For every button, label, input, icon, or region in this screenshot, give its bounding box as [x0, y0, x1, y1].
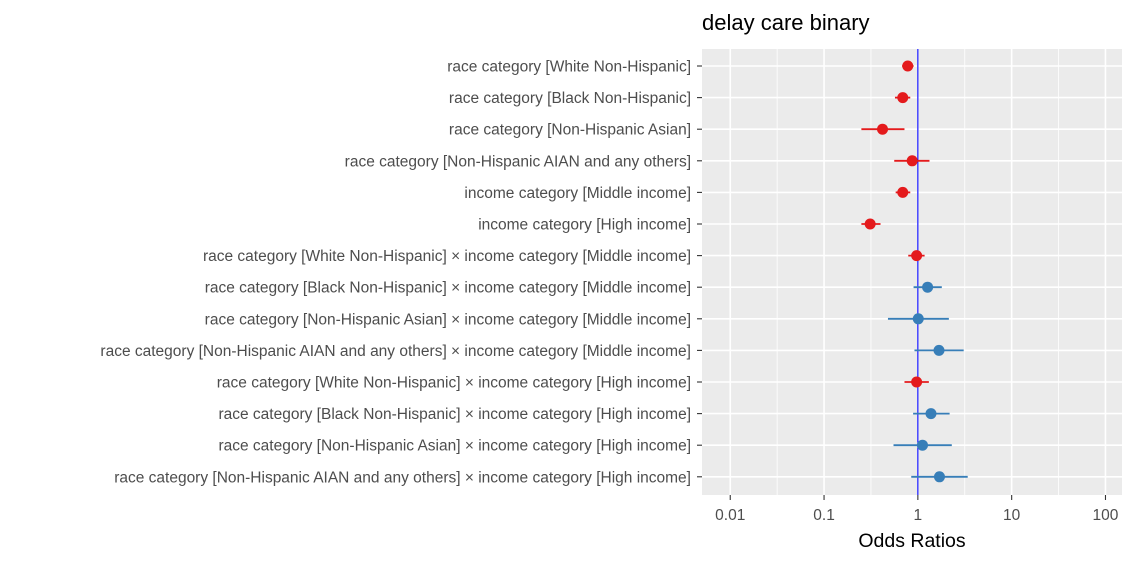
chart-title: delay care binary [702, 10, 870, 35]
estimate-point [911, 250, 923, 262]
estimate-point [933, 471, 945, 483]
estimates [861, 60, 968, 483]
term-label: income category [Middle income] [464, 185, 691, 202]
estimate-point [897, 92, 909, 104]
estimate-point [877, 123, 889, 135]
x-axis-title: Odds Ratios [858, 530, 966, 552]
estimate-point [897, 186, 909, 198]
term-label: race category [Black Non-Hispanic] [449, 90, 691, 107]
estimate-point [925, 408, 937, 420]
term-label: race category [Non-Hispanic Asian] [449, 122, 691, 139]
estimate-point [911, 376, 923, 388]
term-label: race category [Non-Hispanic AIAN and any… [100, 343, 691, 360]
term-label: race category [White Non-Hispanic] [447, 59, 691, 76]
estimate-point [912, 313, 924, 325]
estimate-point [902, 60, 914, 72]
x-tick-label: 100 [1093, 507, 1119, 524]
x-axis-ticks: 0.01 0.1 1 10 100 [715, 495, 1119, 524]
estimate-point [864, 218, 876, 230]
estimate-point [906, 155, 918, 167]
term-label: race category [Black Non-Hispanic] × inc… [205, 280, 691, 297]
term-labels: race category [White Non-Hispanic] race c… [100, 59, 702, 486]
estimate-point [933, 344, 945, 356]
estimate-point [916, 439, 928, 451]
x-tick-label: 0.01 [715, 507, 745, 524]
term-label: race category [Non-Hispanic Asian] × inc… [218, 438, 691, 455]
term-label: race category [Non-Hispanic AIAN and any… [114, 469, 691, 486]
term-label: race category [White Non-Hispanic] × inc… [217, 375, 691, 392]
term-label: income category [High income] [478, 217, 691, 234]
x-tick-label: 10 [1003, 507, 1021, 524]
term-label: race category [Non-Hispanic Asian] × inc… [205, 311, 691, 328]
term-label: race category [Non-Hispanic AIAN and any… [345, 153, 691, 170]
term-label: race category [Black Non-Hispanic] × inc… [218, 406, 691, 423]
x-tick-label: 1 [914, 507, 923, 524]
term-label: race category [White Non-Hispanic] × inc… [203, 248, 691, 265]
plot-panel [702, 49, 1122, 495]
estimate-point [922, 281, 934, 293]
x-tick-label: 0.1 [813, 507, 835, 524]
